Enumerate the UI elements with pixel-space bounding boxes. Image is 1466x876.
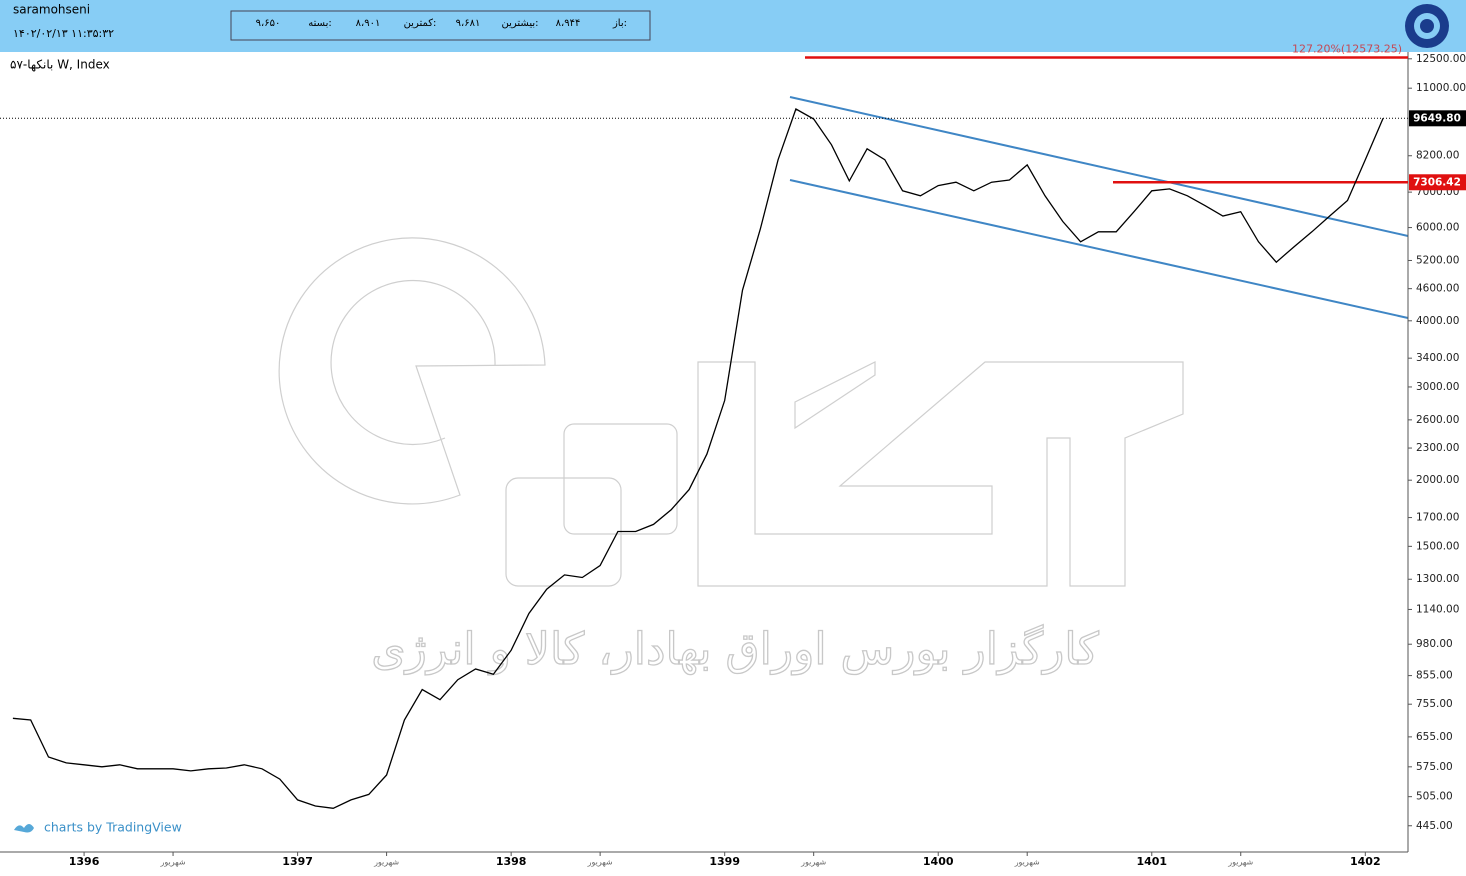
credit: charts by TradingView: [44, 820, 182, 835]
y-tick-label: 3400.00: [1416, 352, 1459, 364]
last-price-tag: [1409, 110, 1466, 127]
level-label: 127.20%(12573.25): [1292, 42, 1402, 55]
y-tick-label: 8200.00: [1416, 150, 1459, 162]
ohlc-label: باز:: [612, 18, 627, 29]
x-tick-label: 1401: [1136, 855, 1167, 868]
x-tick-label: شهریور: [1014, 858, 1040, 867]
ohlc-label: بسته:: [308, 18, 331, 29]
watermark-text: کارگزار بورس اوراق بهادار، کالا و انرژی: [371, 624, 1099, 675]
y-tick-label: 6000.00: [1416, 222, 1459, 234]
x-tick-label: شهریور: [587, 858, 613, 867]
channel-upper: [789, 96, 1409, 237]
channel-lower: [789, 179, 1409, 319]
y-tick-label: 445.00: [1416, 820, 1453, 832]
symbol-title: بانکها-۵۷ W, Index: [10, 58, 110, 72]
level-label: 7306.42: [1413, 176, 1461, 188]
x-tick-label: شهریور: [800, 858, 826, 867]
x-tick-label: شهریور: [373, 858, 399, 867]
y-tick-label: 4600.00: [1416, 283, 1459, 295]
y-tick-label: 980.00: [1416, 638, 1453, 650]
last-price-label: 9649.80: [1413, 112, 1461, 124]
x-tick-label: 1402: [1350, 855, 1381, 868]
header-bar: [0, 0, 1466, 52]
x-tick-label: شهریور: [160, 858, 186, 867]
tv-icon: [14, 824, 34, 833]
y-tick-label: 575.00: [1416, 761, 1453, 773]
y-tick-label: 755.00: [1416, 698, 1453, 710]
level-tag: [1409, 174, 1466, 191]
y-tick-label: 2000.00: [1416, 474, 1459, 486]
y-tick-label: 4000.00: [1416, 315, 1459, 327]
ohlc-value: ۸،۹۰۱: [356, 18, 381, 29]
y-tick-label: 5200.00: [1416, 254, 1459, 266]
x-tick-label: 1398: [496, 855, 527, 868]
y-tick-label: 1700.00: [1416, 512, 1459, 524]
ohlc-value: ۹،۶۸۱: [456, 18, 481, 29]
y-tick-label: 2300.00: [1416, 442, 1459, 454]
y-tick-label: 12500.00: [1416, 53, 1466, 65]
y-tick-label: 1300.00: [1416, 573, 1459, 585]
y-tick-label: 855.00: [1416, 670, 1453, 682]
x-tick-label: 1397: [282, 855, 313, 868]
ohlc-label: کمترین:: [404, 18, 437, 29]
y-tick-label: 655.00: [1416, 731, 1453, 743]
y-tick-label: 1500.00: [1416, 540, 1459, 552]
y-tick-label: 2600.00: [1416, 414, 1459, 426]
y-tick-label: 505.00: [1416, 791, 1453, 803]
y-tick-label: 1140.00: [1416, 603, 1459, 615]
ohlc-group: باز: ۸،۹۴۴ بیشترین: ۹،۶۸۱ کمترین: ۸،۹۰۱ بسته: ۹…: [256, 18, 627, 29]
ohlc-box: [230, 10, 651, 41]
x-tick-label: 1399: [709, 855, 740, 868]
user: saramohseni: [13, 3, 90, 17]
y-tick-label: 3000.00: [1416, 381, 1459, 393]
x-tick-label: شهریور: [1227, 858, 1253, 867]
logo-core: [1420, 19, 1434, 33]
x-tick-label: 1396: [69, 855, 100, 868]
ohlc-value: ۸،۹۴۴: [556, 18, 581, 29]
ohlc-value: ۹،۶۵۰: [256, 18, 281, 29]
x-tick-label: 1400: [923, 855, 954, 868]
ohlc-label: بیشترین:: [501, 18, 538, 29]
datetime: ۱۴۰۲/۰۲/۱۳ ۱۱:۳۵:۳۲: [13, 27, 114, 40]
y-tick-label: 11000.00: [1416, 82, 1466, 94]
price-line: [12, 108, 1384, 809]
watermark-logo: [278, 237, 1184, 587]
